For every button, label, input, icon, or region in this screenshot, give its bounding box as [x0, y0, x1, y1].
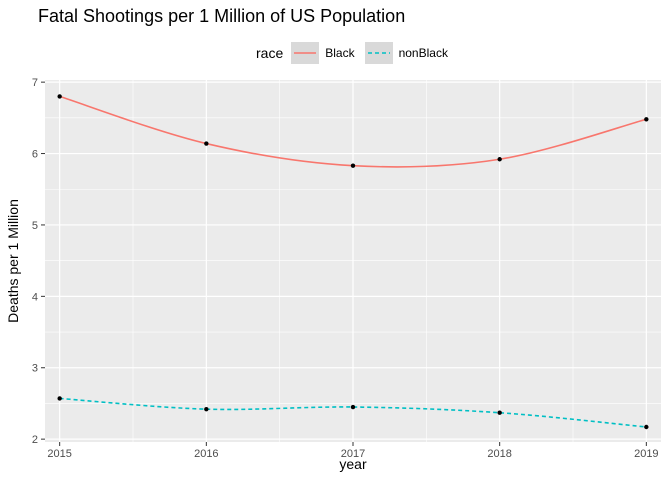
legend-key-black	[291, 42, 320, 64]
legend-key-nonblack	[364, 42, 393, 64]
legend-label-nonblack: nonBlack	[398, 46, 448, 60]
y-tick-label: 2	[32, 434, 38, 446]
data-point-black	[57, 94, 62, 99]
legend-label-black: Black	[325, 46, 355, 60]
y-tick-label: 5	[32, 220, 38, 232]
legend-title: race	[256, 45, 284, 61]
data-points	[57, 94, 649, 430]
legend: race Black nonBlack	[256, 42, 458, 64]
x-tick-label: 2017	[341, 448, 365, 460]
legend-item-nonblack: nonBlack	[364, 42, 448, 64]
x-tick-label: 2016	[194, 448, 218, 460]
y-tick-label: 7	[32, 77, 38, 89]
grid-major	[45, 80, 661, 442]
data-point-nonblack	[350, 404, 356, 410]
y-axis-title: Deaths per 1 Million	[5, 199, 21, 323]
x-tick-label: 2019	[634, 448, 658, 460]
data-point-black	[497, 157, 502, 162]
x-axis-title: year	[339, 456, 367, 472]
chart-title: Fatal Shootings per 1 Million of US Popu…	[38, 6, 406, 26]
axis-ticks	[41, 81, 647, 446]
x-tick-label: 2018	[487, 448, 511, 460]
data-point-nonblack	[644, 424, 649, 430]
legend-item-black: Black	[291, 42, 355, 64]
data-point-nonblack	[204, 406, 209, 412]
y-tick-label: 6	[32, 149, 38, 161]
data-point-black	[350, 163, 356, 168]
y-tick-label: 3	[32, 363, 38, 375]
series-line-nonblack	[59, 397, 647, 428]
y-tick-label: 4	[32, 291, 38, 303]
x-tick-label: 2015	[47, 448, 71, 460]
data-point-nonblack	[497, 410, 502, 415]
data-point-black	[644, 117, 649, 122]
data-point-nonblack	[57, 396, 62, 401]
data-point-black	[204, 141, 209, 146]
tick-labels: 2015 2016 2017 2018 2019 2 3 4 5 6 7	[32, 77, 659, 460]
